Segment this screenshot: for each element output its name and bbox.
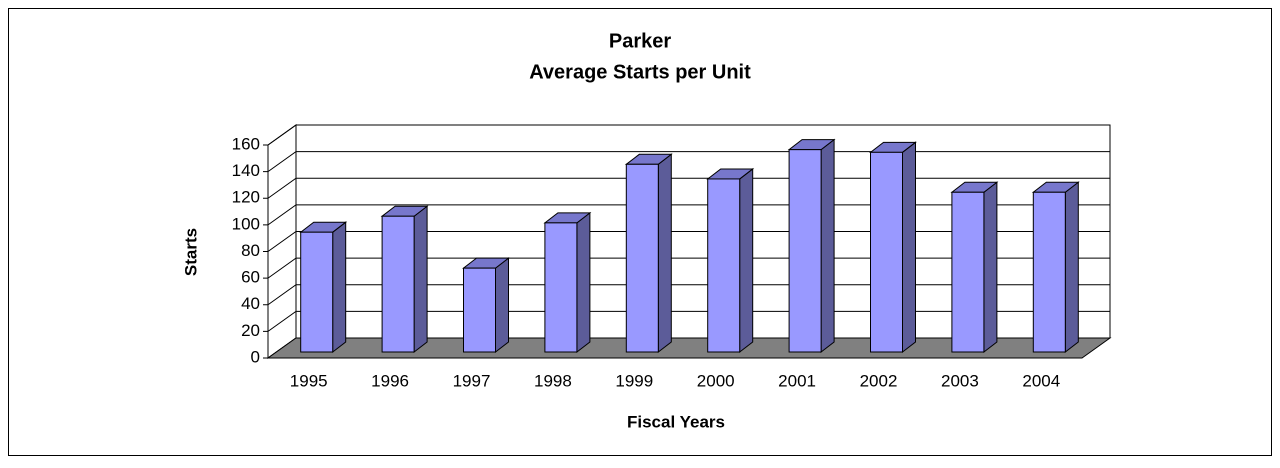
x-tick-label: 1996 xyxy=(371,371,409,390)
grid-line xyxy=(267,177,1110,199)
bar xyxy=(300,231,334,353)
y-tick-label: 160 xyxy=(232,134,260,153)
bar xyxy=(951,191,985,353)
bar-side xyxy=(739,167,754,354)
y-axis-title: Starts xyxy=(181,228,200,276)
y-tick-label: 80 xyxy=(241,241,260,260)
bar xyxy=(1032,191,1066,353)
x-tick-label: 2003 xyxy=(941,371,979,390)
y-tick-label: 20 xyxy=(241,321,260,340)
x-tick-label: 2001 xyxy=(778,371,816,390)
bar-side xyxy=(902,141,916,354)
x-tick-label: 1998 xyxy=(534,371,572,390)
bar-side xyxy=(332,221,347,354)
grid-line xyxy=(267,231,1110,252)
bar xyxy=(625,163,659,353)
bar xyxy=(381,215,415,353)
bar xyxy=(788,149,822,353)
grid-line xyxy=(267,257,1110,279)
bar xyxy=(544,222,578,353)
x-tick-label: 1997 xyxy=(453,371,491,390)
bar-side xyxy=(495,257,509,354)
grid-line xyxy=(267,151,1110,173)
y-tick-label: 140 xyxy=(232,161,260,180)
y-tick-label: 100 xyxy=(232,214,260,233)
bar-side xyxy=(576,211,591,354)
grid-line xyxy=(267,124,1110,146)
bar-side xyxy=(1064,181,1079,354)
chart-title: Parker xyxy=(609,30,671,52)
y-tick-label: 60 xyxy=(241,268,260,287)
bar-side xyxy=(657,153,672,354)
grid-line xyxy=(267,204,1110,226)
y-tick-label: 120 xyxy=(232,188,260,207)
grid-line xyxy=(267,284,1110,306)
x-tick-label: 2002 xyxy=(860,371,898,390)
bar xyxy=(707,178,741,353)
bar xyxy=(463,267,496,353)
y-tick-label: 0 xyxy=(251,347,260,366)
bar-side xyxy=(820,138,835,354)
bar-side xyxy=(413,205,428,354)
bar xyxy=(870,151,903,353)
x-tick-label: 1999 xyxy=(615,371,653,390)
bar-side xyxy=(983,181,998,354)
x-tick-label: 2000 xyxy=(697,371,735,390)
chart-subtitle: Average Starts per Unit xyxy=(529,61,751,83)
x-axis-title: Fiscal Years xyxy=(627,412,725,431)
grid-line xyxy=(267,310,1110,332)
y-tick-label: 40 xyxy=(241,294,260,313)
x-tick-label: 1995 xyxy=(290,371,328,390)
x-tick-label: 2004 xyxy=(1022,371,1060,390)
